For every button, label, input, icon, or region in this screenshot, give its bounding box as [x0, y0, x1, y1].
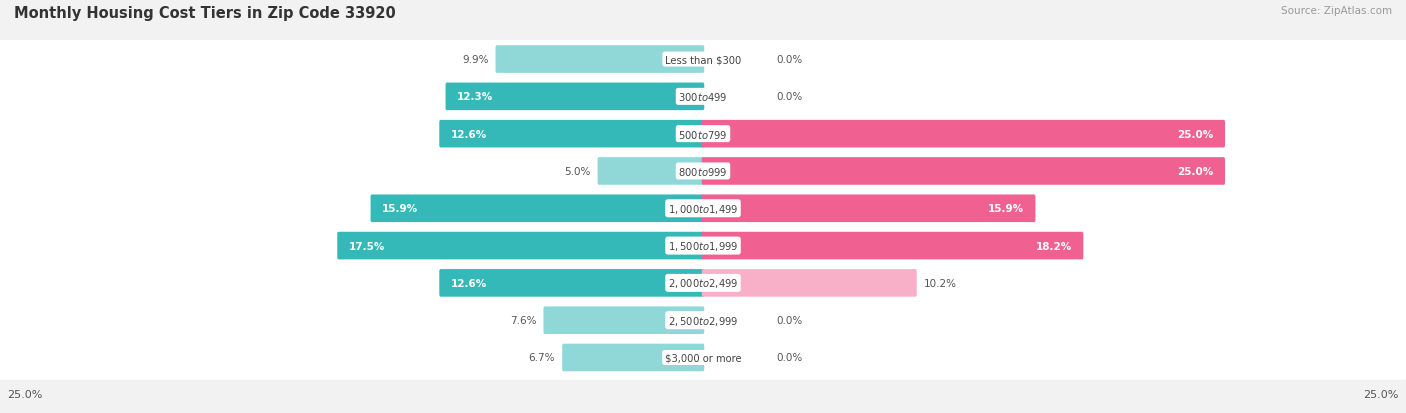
FancyBboxPatch shape — [702, 121, 1225, 148]
Text: 5.0%: 5.0% — [564, 166, 591, 176]
Text: 0.0%: 0.0% — [776, 55, 803, 65]
FancyBboxPatch shape — [0, 112, 1406, 157]
FancyBboxPatch shape — [0, 298, 1406, 343]
Text: 25.0%: 25.0% — [1177, 129, 1213, 139]
Text: 25.0%: 25.0% — [7, 389, 42, 399]
FancyBboxPatch shape — [562, 344, 704, 371]
Text: 12.3%: 12.3% — [457, 92, 494, 102]
FancyBboxPatch shape — [702, 269, 917, 297]
Text: 18.2%: 18.2% — [1035, 241, 1071, 251]
Text: $500 to $799: $500 to $799 — [678, 128, 728, 140]
Text: 0.0%: 0.0% — [776, 92, 803, 102]
Text: 15.9%: 15.9% — [987, 204, 1024, 214]
Text: $2,500 to $2,999: $2,500 to $2,999 — [668, 314, 738, 327]
Text: 0.0%: 0.0% — [776, 316, 803, 325]
FancyBboxPatch shape — [0, 38, 1406, 82]
FancyBboxPatch shape — [0, 335, 1406, 380]
Text: 25.0%: 25.0% — [1177, 166, 1213, 176]
Text: Less than $300: Less than $300 — [665, 55, 741, 65]
FancyBboxPatch shape — [0, 224, 1406, 268]
FancyBboxPatch shape — [439, 121, 704, 148]
FancyBboxPatch shape — [439, 269, 704, 297]
Text: Monthly Housing Cost Tiers in Zip Code 33920: Monthly Housing Cost Tiers in Zip Code 3… — [14, 6, 396, 21]
Text: 17.5%: 17.5% — [349, 241, 385, 251]
Text: 25.0%: 25.0% — [1364, 389, 1399, 399]
Text: 7.6%: 7.6% — [510, 316, 536, 325]
FancyBboxPatch shape — [0, 149, 1406, 194]
FancyBboxPatch shape — [702, 232, 1084, 260]
FancyBboxPatch shape — [0, 75, 1406, 119]
Text: 12.6%: 12.6% — [451, 129, 488, 139]
Text: 6.7%: 6.7% — [529, 353, 555, 363]
Text: $800 to $999: $800 to $999 — [678, 166, 728, 178]
FancyBboxPatch shape — [702, 158, 1225, 185]
FancyBboxPatch shape — [371, 195, 704, 223]
Text: 12.6%: 12.6% — [451, 278, 488, 288]
Text: Source: ZipAtlas.com: Source: ZipAtlas.com — [1281, 6, 1392, 16]
FancyBboxPatch shape — [0, 186, 1406, 231]
FancyBboxPatch shape — [446, 83, 704, 111]
FancyBboxPatch shape — [702, 195, 1035, 223]
Text: 0.0%: 0.0% — [776, 353, 803, 363]
Text: $1,000 to $1,499: $1,000 to $1,499 — [668, 202, 738, 215]
FancyBboxPatch shape — [598, 158, 704, 185]
Text: $2,000 to $2,499: $2,000 to $2,499 — [668, 277, 738, 290]
Text: 15.9%: 15.9% — [382, 204, 419, 214]
Text: 9.9%: 9.9% — [463, 55, 488, 65]
FancyBboxPatch shape — [337, 232, 704, 260]
Text: $1,500 to $1,999: $1,500 to $1,999 — [668, 240, 738, 252]
FancyBboxPatch shape — [544, 306, 704, 334]
Text: 10.2%: 10.2% — [924, 278, 957, 288]
Text: $3,000 or more: $3,000 or more — [665, 353, 741, 363]
FancyBboxPatch shape — [495, 46, 704, 74]
Text: $300 to $499: $300 to $499 — [678, 91, 728, 103]
FancyBboxPatch shape — [0, 261, 1406, 306]
